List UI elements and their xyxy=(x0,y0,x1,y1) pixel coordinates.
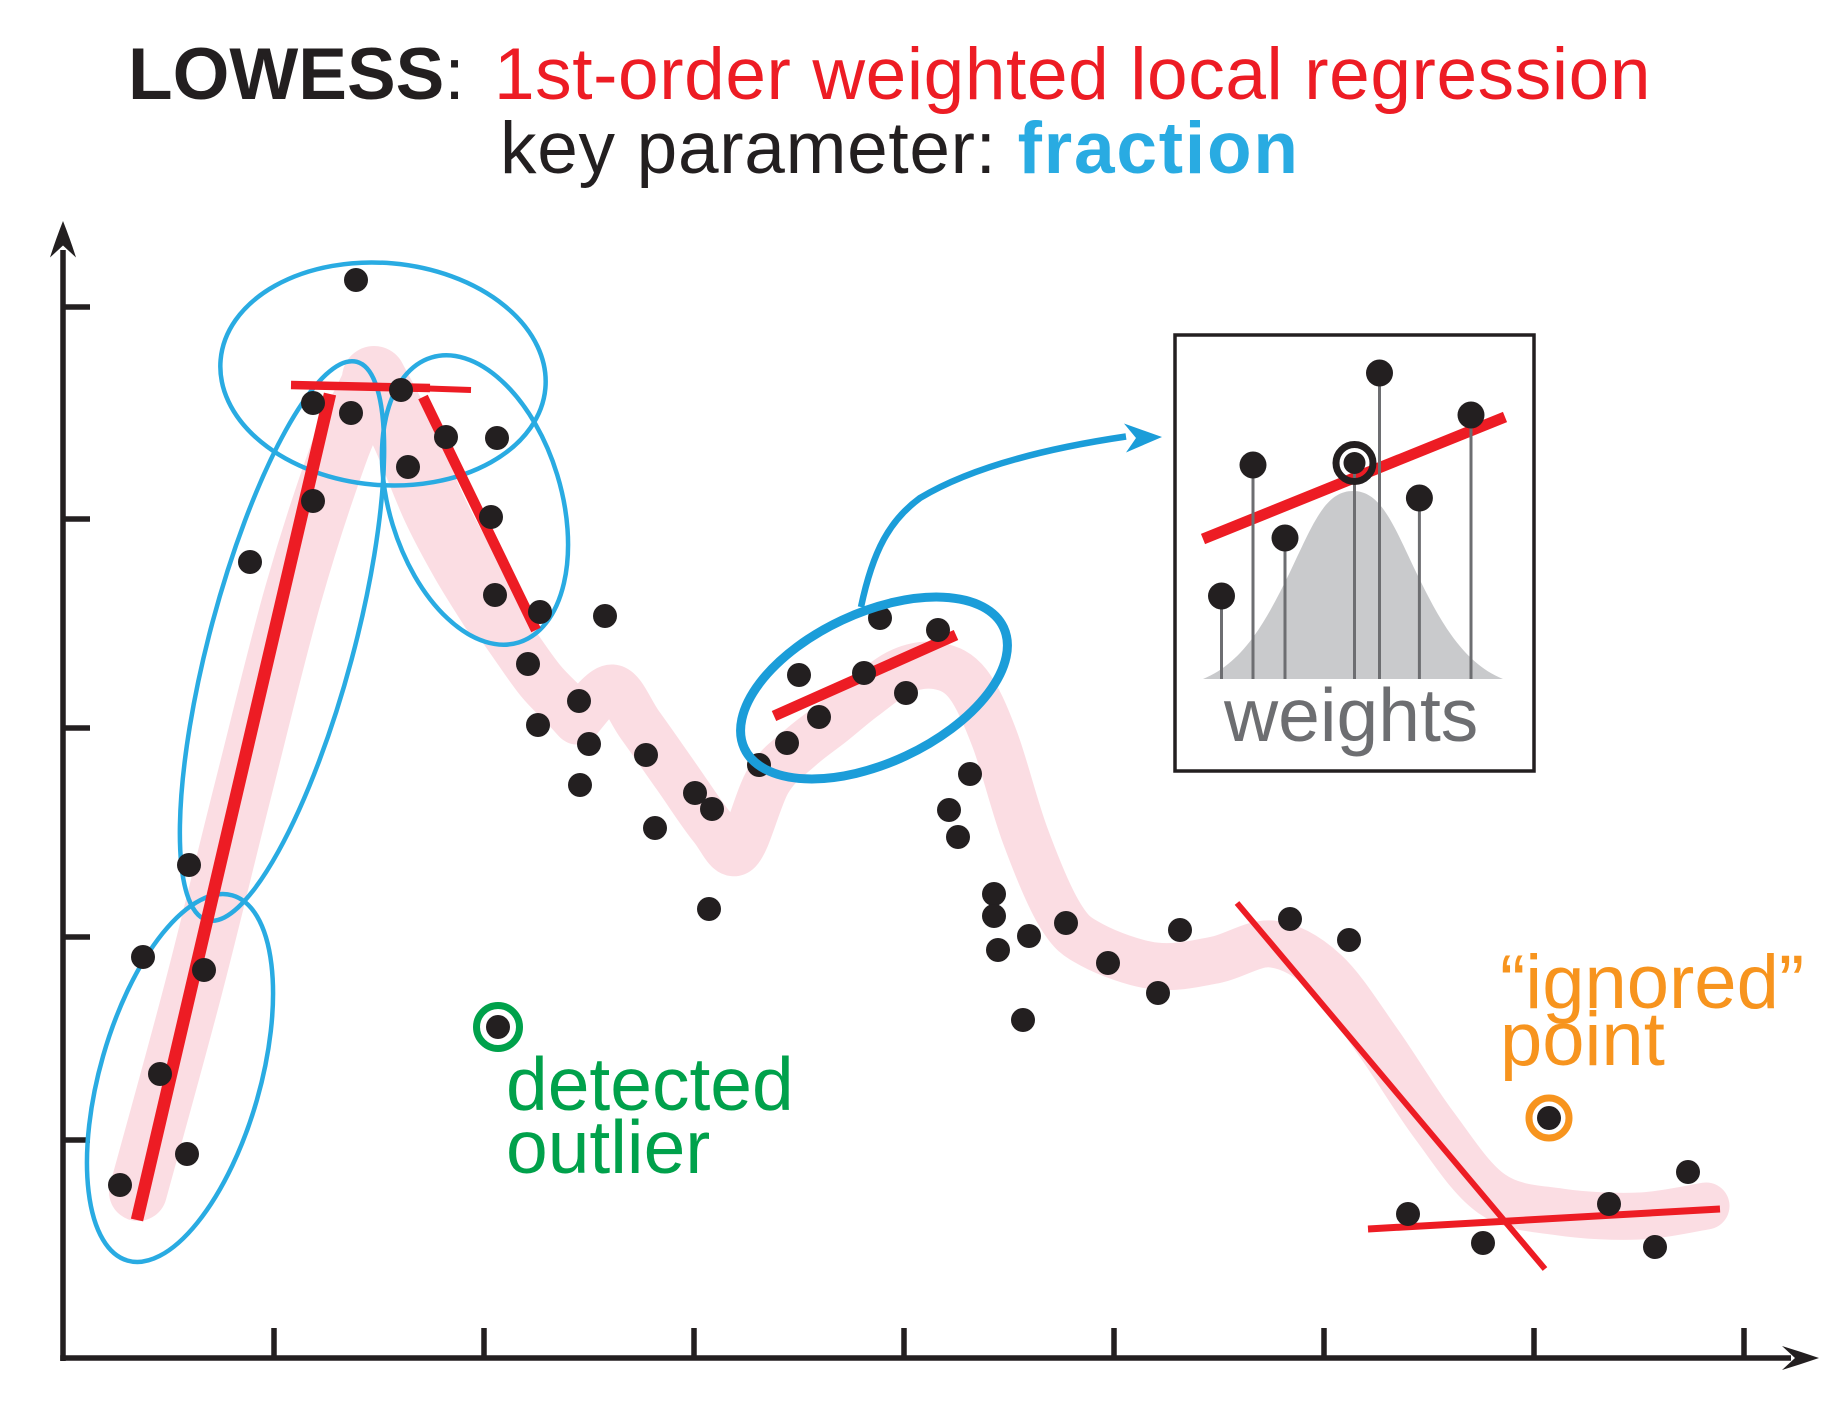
svg-text:key parameter: fraction: key parameter: fraction xyxy=(500,108,1300,189)
svg-text:weights: weights xyxy=(1223,673,1478,757)
svg-text:“ignored”: “ignored” xyxy=(1500,940,1804,1025)
svg-text:point: point xyxy=(1500,997,1665,1082)
svg-text:detected: detected xyxy=(506,1042,794,1126)
svg-text:LOWESS: 1st-order weighted loc: LOWESS: 1st-order weighted local regress… xyxy=(128,34,1651,115)
svg-text:outlier: outlier xyxy=(506,1105,710,1189)
